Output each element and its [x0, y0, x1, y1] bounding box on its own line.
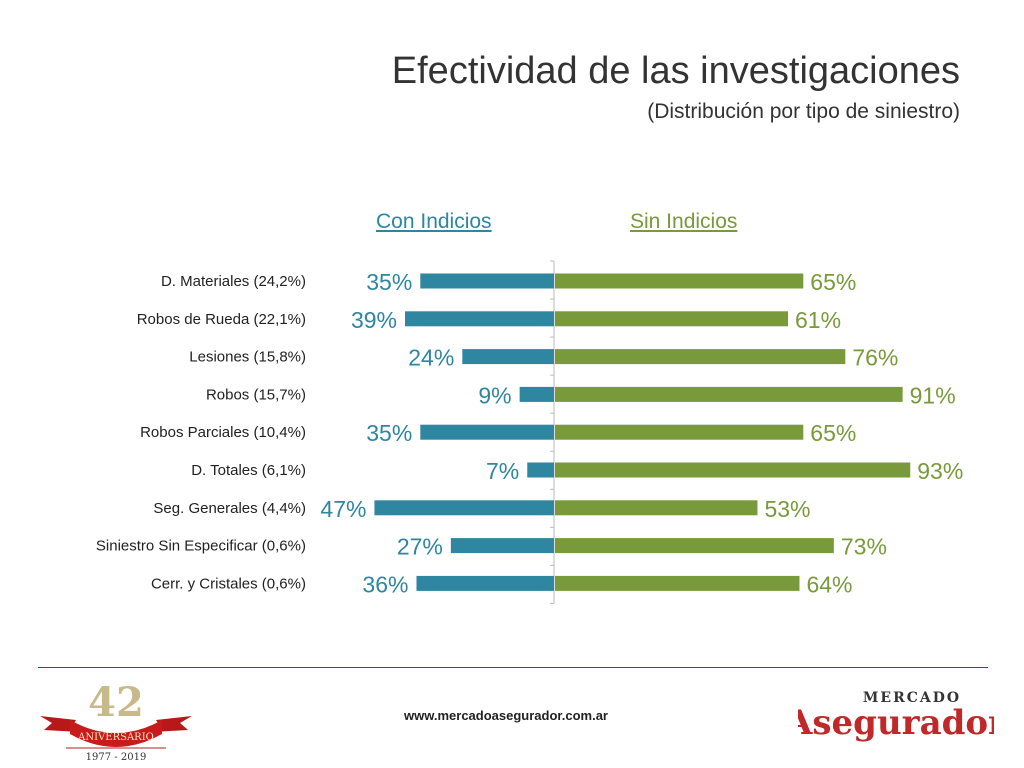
- data-label-con: 9%: [478, 382, 511, 408]
- category-label: Seg. Generales (4,4%): [153, 500, 306, 517]
- data-label-con: 35%: [366, 269, 412, 295]
- bar-con-indicios: [405, 311, 554, 327]
- data-label-sin: 76%: [852, 345, 898, 371]
- bar-sin-indicios: [555, 386, 903, 402]
- anniversary-ribbon-text: ANIVERSARIO: [77, 732, 154, 743]
- category-label: D. Materiales (24,2%): [161, 273, 306, 290]
- data-label-sin: 73%: [841, 534, 887, 560]
- bar-sin-indicios: [555, 462, 911, 478]
- bar-con-indicios: [527, 462, 554, 478]
- anniversary-logo: 42 ANIVERSARIO 1977 - 2019: [40, 679, 192, 763]
- category-label: Robos Parciales (10,4%): [140, 424, 306, 441]
- logo-asegurador: Asegurador: [798, 703, 994, 743]
- bar-con-indicios: [462, 349, 554, 365]
- legend-sin-indicios: Sin Indicios: [630, 210, 738, 233]
- data-label-con: 7%: [486, 458, 519, 484]
- data-label-sin: 91%: [910, 382, 956, 408]
- category-label: Cerr. y Cristales (0,6%): [151, 575, 306, 592]
- anniversary-years: 1977 - 2019: [86, 752, 147, 763]
- logo-mercado: MERCADO: [863, 690, 961, 706]
- bar-con-indicios: [374, 500, 554, 516]
- bar-sin-indicios: [555, 273, 804, 289]
- bar-con-indicios: [420, 424, 554, 440]
- data-label-con: 39%: [351, 307, 397, 333]
- chart-subtitle: (Distribución por tipo de siniestro): [647, 100, 960, 123]
- diverging-bar-chart: D. Materiales (24,2%) 35% 65% Robos de Rued…: [96, 260, 963, 604]
- bar-con-indicios: [420, 273, 554, 289]
- data-label-sin: 64%: [806, 571, 852, 597]
- data-label-sin: 93%: [917, 458, 963, 484]
- footer-url[interactable]: www.mercadoasegurador.com.ar: [404, 708, 608, 723]
- mercado-asegurador-logo: MERCADO Asegurador: [798, 690, 994, 743]
- category-label: Robos (15,7%): [206, 386, 306, 403]
- data-label-con: 36%: [362, 571, 408, 597]
- data-label-con: 47%: [320, 496, 366, 522]
- chart-title: Efectividad de las investigaciones: [391, 50, 960, 92]
- category-label: Robos de Rueda (22,1%): [137, 311, 306, 328]
- bar-con-indicios: [416, 575, 554, 591]
- data-label-sin: 61%: [795, 307, 841, 333]
- bar-sin-indicios: [555, 424, 804, 440]
- data-label-sin: 53%: [764, 496, 810, 522]
- data-label-sin: 65%: [810, 269, 856, 295]
- bar-con-indicios: [519, 386, 554, 402]
- data-label-con: 24%: [408, 345, 454, 371]
- data-label-con: 35%: [366, 420, 412, 446]
- bar-sin-indicios: [555, 575, 800, 591]
- bar-con-indicios: [450, 538, 554, 554]
- bar-sin-indicios: [555, 311, 789, 327]
- category-label: Lesiones (15,8%): [189, 349, 306, 366]
- data-label-con: 27%: [397, 534, 443, 560]
- bar-sin-indicios: [555, 500, 758, 516]
- data-label-sin: 65%: [810, 420, 856, 446]
- legend-con-indicios: Con Indicios: [376, 210, 492, 233]
- bar-sin-indicios: [555, 349, 846, 365]
- footer-divider: [38, 667, 988, 668]
- category-label: D. Totales (6,1%): [191, 462, 306, 479]
- category-label: Siniestro Sin Especificar (0,6%): [96, 538, 306, 555]
- bar-sin-indicios: [555, 538, 834, 554]
- anniversary-number: 42: [88, 679, 144, 726]
